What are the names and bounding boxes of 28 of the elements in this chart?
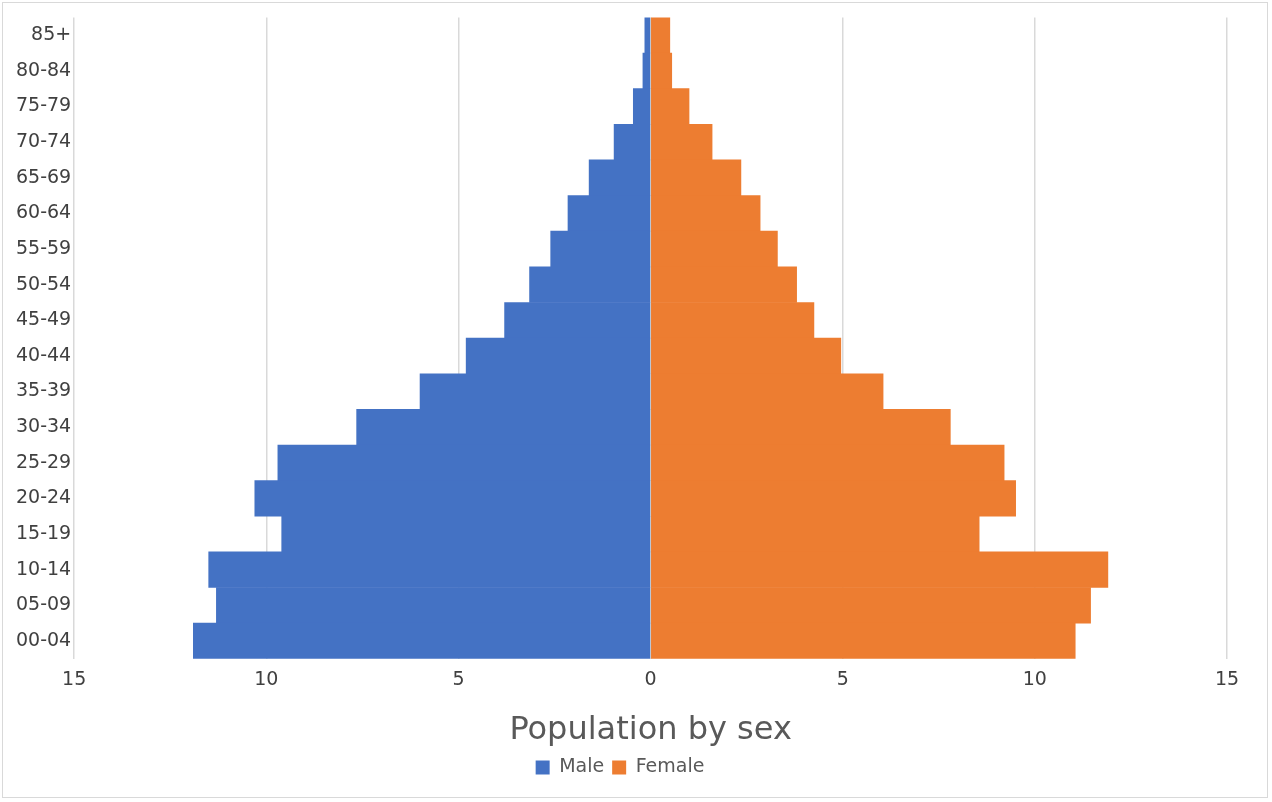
y-tick-label: 60-64 [15,200,72,223]
y-tick-label: 85+ [31,22,72,45]
y-tick-label: 65-69 [15,164,72,187]
x-tick-label: 10 [254,667,279,690]
y-tick-label: 15-19 [15,521,72,544]
legend-label: Male [559,754,605,777]
x-tick-label: 5 [452,667,465,690]
y-tick-label: 30-34 [15,414,72,437]
y-tick-label: 35-39 [15,378,72,401]
y-tick-label: 25-29 [15,449,72,472]
y-tick-label: 00-04 [15,627,72,650]
x-tick-label: 15 [1214,667,1240,690]
y-tick-label: 70-74 [15,129,72,152]
y-tick-label: 55-59 [15,235,72,258]
y-tick-label: 40-44 [15,342,72,365]
y-tick-label: 05-09 [15,592,72,615]
y-tick-label: 80-84 [15,57,72,80]
y-tick-label: 50-54 [15,271,72,294]
y-tick-label: 45-49 [15,307,72,330]
x-tick-label: 0 [644,667,657,690]
x-axis-title: Population by sex [509,709,792,748]
legend-label: Female [635,754,705,777]
x-tick-label: 15 [62,667,87,690]
x-tick-label: 10 [1022,667,1047,690]
y-tick-label: 75-79 [15,93,72,116]
y-tick-label: 10-14 [15,556,72,579]
y-tick-label: 20-24 [15,485,72,508]
x-tick-label: 5 [836,667,849,690]
